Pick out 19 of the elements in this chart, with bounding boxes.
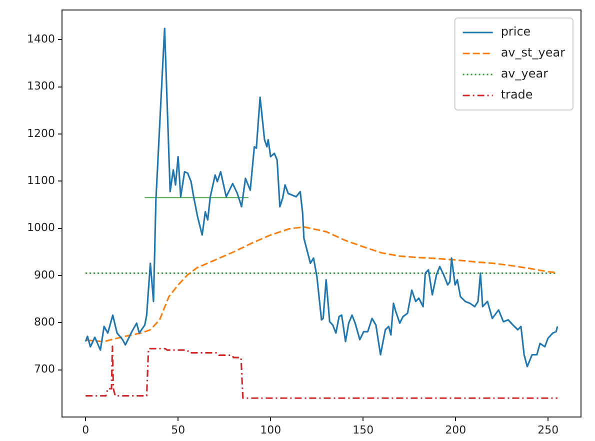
y-tick-label: 800	[34, 316, 55, 329]
x-tick-label: 50	[171, 423, 186, 436]
legend-label: av_st_year	[500, 46, 566, 60]
x-tick-label: 150	[352, 423, 374, 436]
x-tick-label: 100	[260, 423, 282, 436]
x-tick-label: 0	[82, 423, 90, 436]
y-tick-label: 1300	[27, 80, 55, 93]
y-tick-label: 1200	[27, 126, 55, 140]
legend-label: price	[500, 24, 531, 39]
y-tick-label: 1100	[27, 174, 55, 188]
legend-label: trade	[500, 88, 533, 102]
legend-label: av_year	[500, 66, 548, 81]
x-tick-label: 250	[538, 423, 559, 436]
x-tick-label: 200	[445, 423, 466, 436]
line-series	[84, 345, 558, 399]
y-tick-label: 1400	[27, 32, 55, 46]
y-tick-label: 700	[34, 362, 55, 376]
y-tick-label: 1000	[27, 221, 55, 234]
y-tick-label: 900	[34, 268, 55, 282]
